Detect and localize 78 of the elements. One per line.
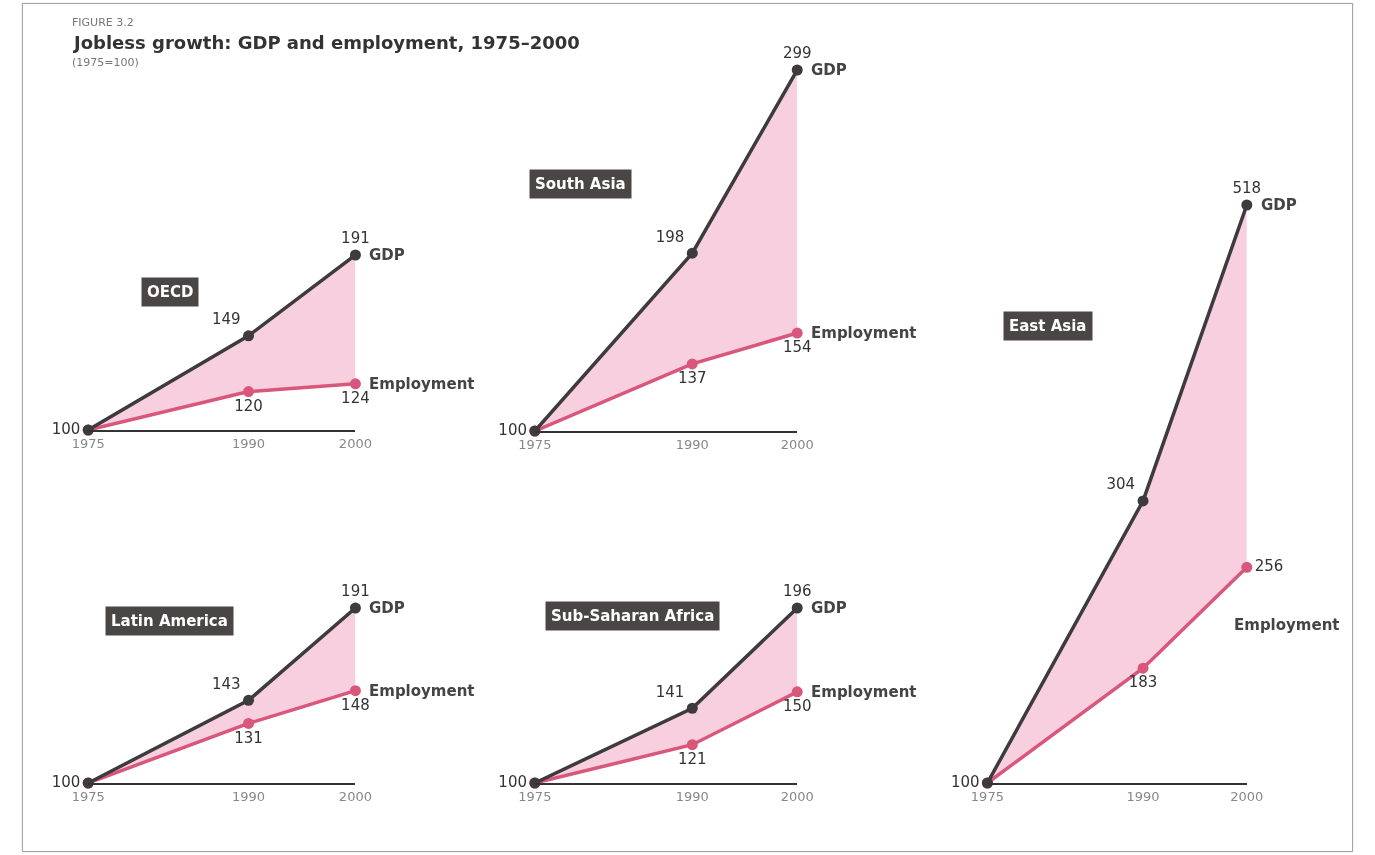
- data-label: 148: [341, 695, 370, 714]
- data-label: 518: [1232, 179, 1262, 198]
- data-label: 299: [782, 44, 812, 63]
- point: [686, 247, 698, 259]
- data-label: 149: [212, 310, 241, 329]
- point: [349, 378, 361, 390]
- series-label: GDP: [811, 61, 847, 79]
- point: [243, 694, 255, 706]
- series-label: Employment: [1234, 616, 1340, 634]
- series-label: GDP: [369, 246, 405, 264]
- data-label: 183: [1128, 673, 1158, 692]
- series-label: GDP: [811, 599, 847, 617]
- series-label: GDP: [369, 599, 405, 617]
- x-tick-label: 1990: [675, 436, 709, 452]
- text: South Asia: [535, 175, 626, 193]
- data-label: 198: [655, 227, 685, 246]
- data-label: 124: [341, 388, 370, 407]
- point: [686, 739, 698, 751]
- data-label: 154: [782, 338, 812, 357]
- point: [1137, 495, 1149, 507]
- data-label: 100: [950, 772, 980, 791]
- series-label: Employment: [369, 375, 475, 393]
- x-tick-label: 1975: [71, 435, 105, 451]
- series-label: Employment: [811, 683, 917, 701]
- chart-title: Latin America: [111, 612, 228, 630]
- point: [791, 602, 803, 614]
- data-label: 304: [1106, 475, 1136, 494]
- x-tick-label: 1975: [970, 788, 1004, 804]
- data-label: 121: [677, 749, 707, 768]
- x-tick-label: 1975: [518, 436, 552, 452]
- data-label: 100: [51, 419, 81, 438]
- x-tick-label: 1990: [231, 788, 266, 804]
- x-tick-label: 2000: [1230, 788, 1264, 804]
- point: [349, 685, 361, 697]
- data-label: 137: [677, 369, 707, 388]
- x-tick-label: 1990: [231, 435, 266, 451]
- text: (1975=100): [72, 56, 139, 69]
- data-label: 143: [212, 674, 241, 693]
- point: [1241, 199, 1253, 211]
- data-label: 100: [498, 420, 527, 439]
- data-label: 150: [782, 696, 812, 715]
- x-tick-label: 1975: [71, 788, 105, 804]
- data-label: 191: [341, 229, 370, 248]
- point: [243, 717, 255, 729]
- x-tick-label: 2000: [780, 436, 814, 452]
- series-label: Employment: [811, 324, 917, 342]
- point: [791, 327, 803, 339]
- text: East Asia: [1009, 317, 1087, 335]
- data-label: 131: [234, 728, 263, 747]
- x-tick-label: 2000: [338, 435, 372, 451]
- data-label: 120: [234, 396, 263, 415]
- data-label: 196: [782, 582, 812, 601]
- data-label: 100: [51, 772, 81, 791]
- point: [1241, 561, 1253, 573]
- x-tick-label: 1990: [675, 788, 709, 804]
- caption: FIGURE 3.2: [72, 16, 134, 29]
- chart-title: Sub-Saharan Africa: [551, 607, 715, 625]
- series-label: GDP: [1261, 196, 1297, 214]
- point: [791, 64, 803, 76]
- point: [791, 686, 803, 698]
- point: [349, 602, 361, 614]
- text: Jobless growth: GDP and employment, 1975–2000: [72, 32, 580, 53]
- data-label: 141: [655, 682, 685, 701]
- data-label: 256: [1254, 557, 1284, 576]
- point: [686, 358, 698, 370]
- x-tick-label: 1990: [1126, 788, 1160, 804]
- point: [686, 702, 698, 714]
- x-tick-label: 2000: [338, 788, 372, 804]
- point: [243, 386, 255, 398]
- text: OECD: [147, 283, 194, 301]
- x-tick-label: 1975: [518, 788, 552, 804]
- point: [1137, 662, 1149, 674]
- data-label: 191: [341, 582, 370, 601]
- data-label: 100: [498, 772, 527, 791]
- point: [349, 249, 361, 261]
- series-label: Employment: [369, 682, 475, 700]
- x-tick-label: 2000: [780, 788, 814, 804]
- point: [243, 330, 255, 342]
